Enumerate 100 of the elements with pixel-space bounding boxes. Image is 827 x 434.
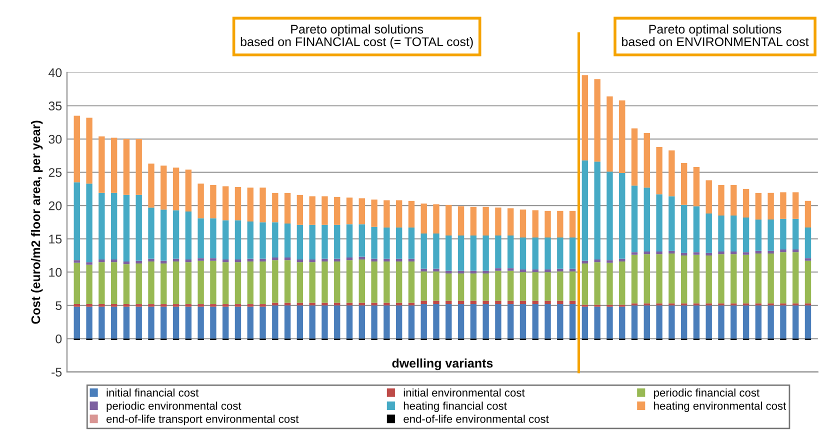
- bar: [384, 258, 390, 262]
- bar: [222, 259, 229, 262]
- bar: [172, 261, 180, 304]
- bar: [582, 306, 588, 339]
- bar: [458, 304, 464, 339]
- bar: [358, 302, 365, 306]
- bar: [172, 304, 180, 307]
- bar: [482, 300, 489, 304]
- bar: [495, 300, 502, 304]
- bar: [247, 188, 254, 222]
- bar: [495, 304, 502, 339]
- bar: [495, 268, 502, 271]
- bar: [532, 300, 538, 304]
- bar: [322, 305, 328, 339]
- bar: [446, 204, 452, 236]
- bar: [594, 262, 600, 305]
- bar: [160, 260, 167, 264]
- bar: [668, 150, 675, 196]
- bar: [222, 262, 229, 304]
- bar: [396, 200, 402, 228]
- bar: [346, 198, 353, 224]
- bar: [234, 262, 242, 304]
- bar: [520, 238, 526, 270]
- bar: [755, 305, 762, 339]
- bar: [272, 222, 278, 258]
- bar: [458, 273, 464, 301]
- bar: [74, 304, 80, 307]
- bar: [185, 306, 192, 339]
- bar: [631, 128, 638, 186]
- bar: [296, 305, 304, 339]
- bar: [656, 305, 662, 339]
- bar: [631, 305, 638, 339]
- bar: [322, 258, 328, 262]
- bar: [74, 182, 80, 260]
- bar: [260, 306, 266, 339]
- bar: [420, 304, 427, 339]
- bar: [136, 306, 142, 339]
- bar: [730, 184, 737, 216]
- bar: [792, 252, 799, 304]
- bar: [594, 259, 600, 262]
- bar: [569, 238, 576, 269]
- bar: [408, 258, 415, 262]
- bar: [384, 302, 390, 306]
- bar: [160, 306, 167, 339]
- bar: [482, 206, 489, 236]
- bar: [520, 210, 526, 238]
- bar: [594, 306, 600, 339]
- bar: [408, 305, 415, 339]
- bar: [309, 262, 316, 303]
- bar: [371, 226, 378, 259]
- bar: [210, 218, 216, 258]
- bar: [86, 262, 92, 265]
- bar: [346, 257, 353, 260]
- bar: [470, 270, 477, 274]
- bar: [619, 100, 626, 173]
- bar: [346, 302, 353, 306]
- bar: [606, 306, 613, 339]
- bar: [172, 168, 180, 210]
- bar: [544, 304, 551, 339]
- bar: [371, 200, 378, 227]
- bar: [742, 252, 750, 255]
- bar: [110, 304, 118, 307]
- bar: [730, 254, 737, 304]
- bar: [606, 260, 613, 263]
- bar: [693, 254, 700, 304]
- bar: [482, 236, 489, 271]
- bar: [495, 236, 502, 268]
- bar: [110, 192, 118, 260]
- bar: [470, 304, 477, 339]
- bar: [495, 208, 502, 236]
- bar: [433, 300, 440, 304]
- bar: [804, 305, 812, 339]
- bar: [755, 250, 762, 254]
- bar: [136, 139, 142, 195]
- bar: [272, 305, 278, 339]
- bar: [185, 262, 192, 304]
- bar: [198, 306, 204, 339]
- bar: [334, 196, 340, 225]
- bar: [110, 262, 118, 304]
- bar: [693, 166, 700, 206]
- bar: [780, 305, 786, 339]
- bar: [557, 238, 564, 269]
- bar: [185, 304, 192, 307]
- bar: [594, 162, 600, 260]
- bar: [780, 218, 786, 250]
- bar: [136, 260, 142, 264]
- bar: [656, 251, 662, 254]
- bar: [532, 269, 538, 272]
- bar: [495, 270, 502, 301]
- bar: [532, 272, 538, 301]
- bar: [582, 160, 588, 261]
- bar: [210, 260, 216, 304]
- bar: [234, 220, 242, 260]
- bar: [272, 302, 278, 306]
- bar: [792, 192, 799, 219]
- bar: [606, 96, 613, 172]
- bar: [742, 254, 750, 304]
- bar: [123, 304, 130, 307]
- bar: [284, 302, 291, 306]
- bar: [458, 270, 464, 274]
